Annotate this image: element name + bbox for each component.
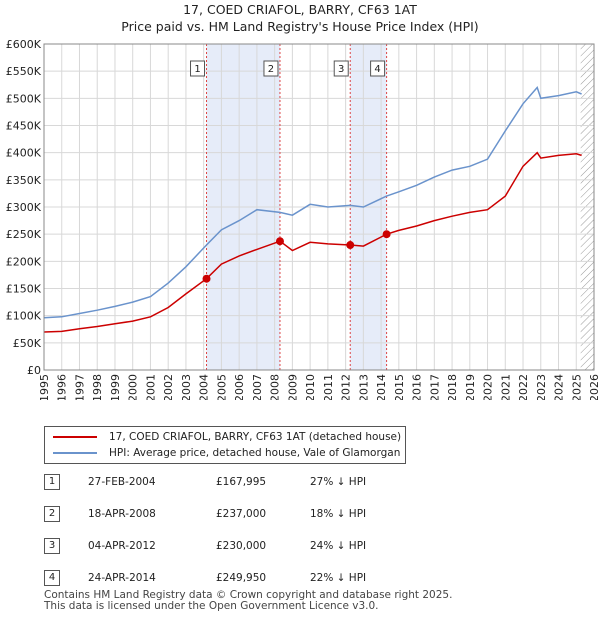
x-tick-label: 2026 <box>588 374 600 400</box>
sale-date: 18-APR-2008 <box>88 508 156 520</box>
legend-label-hpi: HPI: Average price, detached house, Vale… <box>109 447 401 459</box>
sale-label-box <box>333 60 349 77</box>
x-tick-label: 2021 <box>499 374 512 400</box>
plot-frame <box>43 43 595 371</box>
x-tick-label: 2016 <box>411 374 424 400</box>
sale-point-marker <box>382 230 391 239</box>
x-tick-label: 2014 <box>375 374 388 400</box>
legend-swatch-property <box>53 436 97 438</box>
x-tick-label: 2025 <box>570 374 583 400</box>
x-tick-label: 2012 <box>340 374 353 400</box>
sale-row: 4 24-APR-2014 £249,950 22% ↓ HPI <box>44 570 444 586</box>
x-tick-label: 2000 <box>127 374 140 400</box>
x-tick-label: 2002 <box>162 374 175 400</box>
sale-label-box <box>263 60 279 77</box>
x-tick-label: 2022 <box>517 374 530 400</box>
sale-date: 24-APR-2014 <box>88 572 156 584</box>
sale-price: £249,950 <box>216 572 267 584</box>
x-tick-label: 2009 <box>286 374 299 400</box>
y-tick-label: £550K <box>6 65 42 78</box>
y-tick-label: £300K <box>6 201 42 214</box>
sale-hpi-diff: 22% ↓ HPI <box>310 572 367 584</box>
y-tick-label: £400K <box>6 147 42 160</box>
x-tick-label: 2001 <box>144 374 157 400</box>
sale-row: 2 18-APR-2008 £237,000 18% ↓ HPI <box>44 506 444 522</box>
legend-item-hpi: HPI: Average price, detached house, Vale… <box>53 445 400 461</box>
y-tick-label: £500K <box>6 92 42 105</box>
x-tick-label: 2005 <box>215 374 228 400</box>
sale-date: 04-APR-2012 <box>88 540 156 552</box>
footer: Contains HM Land Registry data © Crown c… <box>44 590 452 612</box>
x-tick-label: 2004 <box>198 374 211 400</box>
x-tick-label: 2020 <box>482 374 495 400</box>
footer-copyright: Contains HM Land Registry data © Crown c… <box>44 589 453 601</box>
x-tick-label: 2019 <box>464 374 477 400</box>
x-tick-label: 2013 <box>357 374 370 400</box>
x-tick-label: 2023 <box>535 374 548 400</box>
sale-label-number: 3 <box>338 64 344 75</box>
legend-label-property: 17, COED CRIAFOL, BARRY, CF63 1AT (detac… <box>109 431 402 443</box>
x-tick-label: 1996 <box>56 374 69 400</box>
sale-point-marker <box>346 241 355 250</box>
chart-title: Price paid vs. HM Land Registry's House … <box>121 19 479 34</box>
sale-price: £237,000 <box>216 508 267 520</box>
x-tick-label: 1995 <box>38 374 51 400</box>
y-tick-label: £600K <box>6 38 42 51</box>
sale-label-box <box>190 60 206 77</box>
series-line-property <box>43 151 582 333</box>
x-tick-label: 2017 <box>428 374 441 400</box>
sale-hpi-diff: 18% ↓ HPI <box>310 508 367 520</box>
y-tick-label: £50K <box>13 337 42 350</box>
sale-number-badge: 3 <box>44 538 60 554</box>
series-line-hpi <box>43 86 582 319</box>
legend-swatch-hpi <box>53 452 97 454</box>
y-tick-label: £350K <box>6 174 42 187</box>
x-tick-label: 2006 <box>233 374 246 400</box>
legend: 17, COED CRIAFOL, BARRY, CF63 1AT (detac… <box>44 426 406 464</box>
sale-number-badge: 4 <box>44 570 60 586</box>
chart: 1 2 3 4 £0 £50K £100K £150K £200K £250K £300K £350… <box>6 38 600 400</box>
sale-price: £230,000 <box>216 540 267 552</box>
x-tick-label: 2007 <box>251 374 264 400</box>
legend-item-property: 17, COED CRIAFOL, BARRY, CF63 1AT (detac… <box>53 429 401 445</box>
x-tick-label: 2008 <box>269 374 282 400</box>
sale-date: 27-FEB-2004 <box>88 476 156 488</box>
sale-price: £167,995 <box>216 476 267 488</box>
sale-label-number: 1 <box>194 64 200 75</box>
y-tick-label: £150K <box>6 283 42 296</box>
x-tick-label: 1998 <box>91 374 104 400</box>
y-tick-label: £250K <box>6 228 42 241</box>
x-tick-label: 1999 <box>109 374 122 400</box>
sale-hpi-diff: 27% ↓ HPI <box>310 476 367 488</box>
sale-number-badge: 2 <box>44 506 60 522</box>
x-tick-label: 2003 <box>180 374 193 400</box>
sale-point-marker <box>275 237 284 246</box>
sale-label-number: 4 <box>374 64 380 75</box>
chart-title-address: 17, COED CRIAFOL, BARRY, CF63 1AT <box>183 2 417 17</box>
sale-row: 1 27-FEB-2004 £167,995 27% ↓ HPI <box>44 474 444 490</box>
footer-licence: This data is licensed under the Open Gov… <box>44 600 379 612</box>
sale-label-box <box>370 60 386 77</box>
x-tick-label: 1997 <box>73 374 86 400</box>
x-tick-label: 2011 <box>322 374 335 400</box>
x-tick-label: 2015 <box>393 374 406 400</box>
x-tick-label: 2018 <box>446 374 459 400</box>
x-tick-label: 2010 <box>304 374 317 400</box>
sale-number-badge: 1 <box>44 474 60 490</box>
sale-hpi-diff: 24% ↓ HPI <box>310 540 367 552</box>
sale-label-number: 2 <box>268 64 274 75</box>
y-tick-label: £0 <box>27 364 41 377</box>
y-tick-label: £100K <box>6 310 42 323</box>
y-tick-label: £200K <box>6 255 42 268</box>
y-tick-label: £450K <box>6 120 42 133</box>
sale-point-marker <box>202 274 211 283</box>
sale-row: 3 04-APR-2012 £230,000 24% ↓ HPI <box>44 538 444 554</box>
x-tick-label: 2024 <box>553 374 566 400</box>
